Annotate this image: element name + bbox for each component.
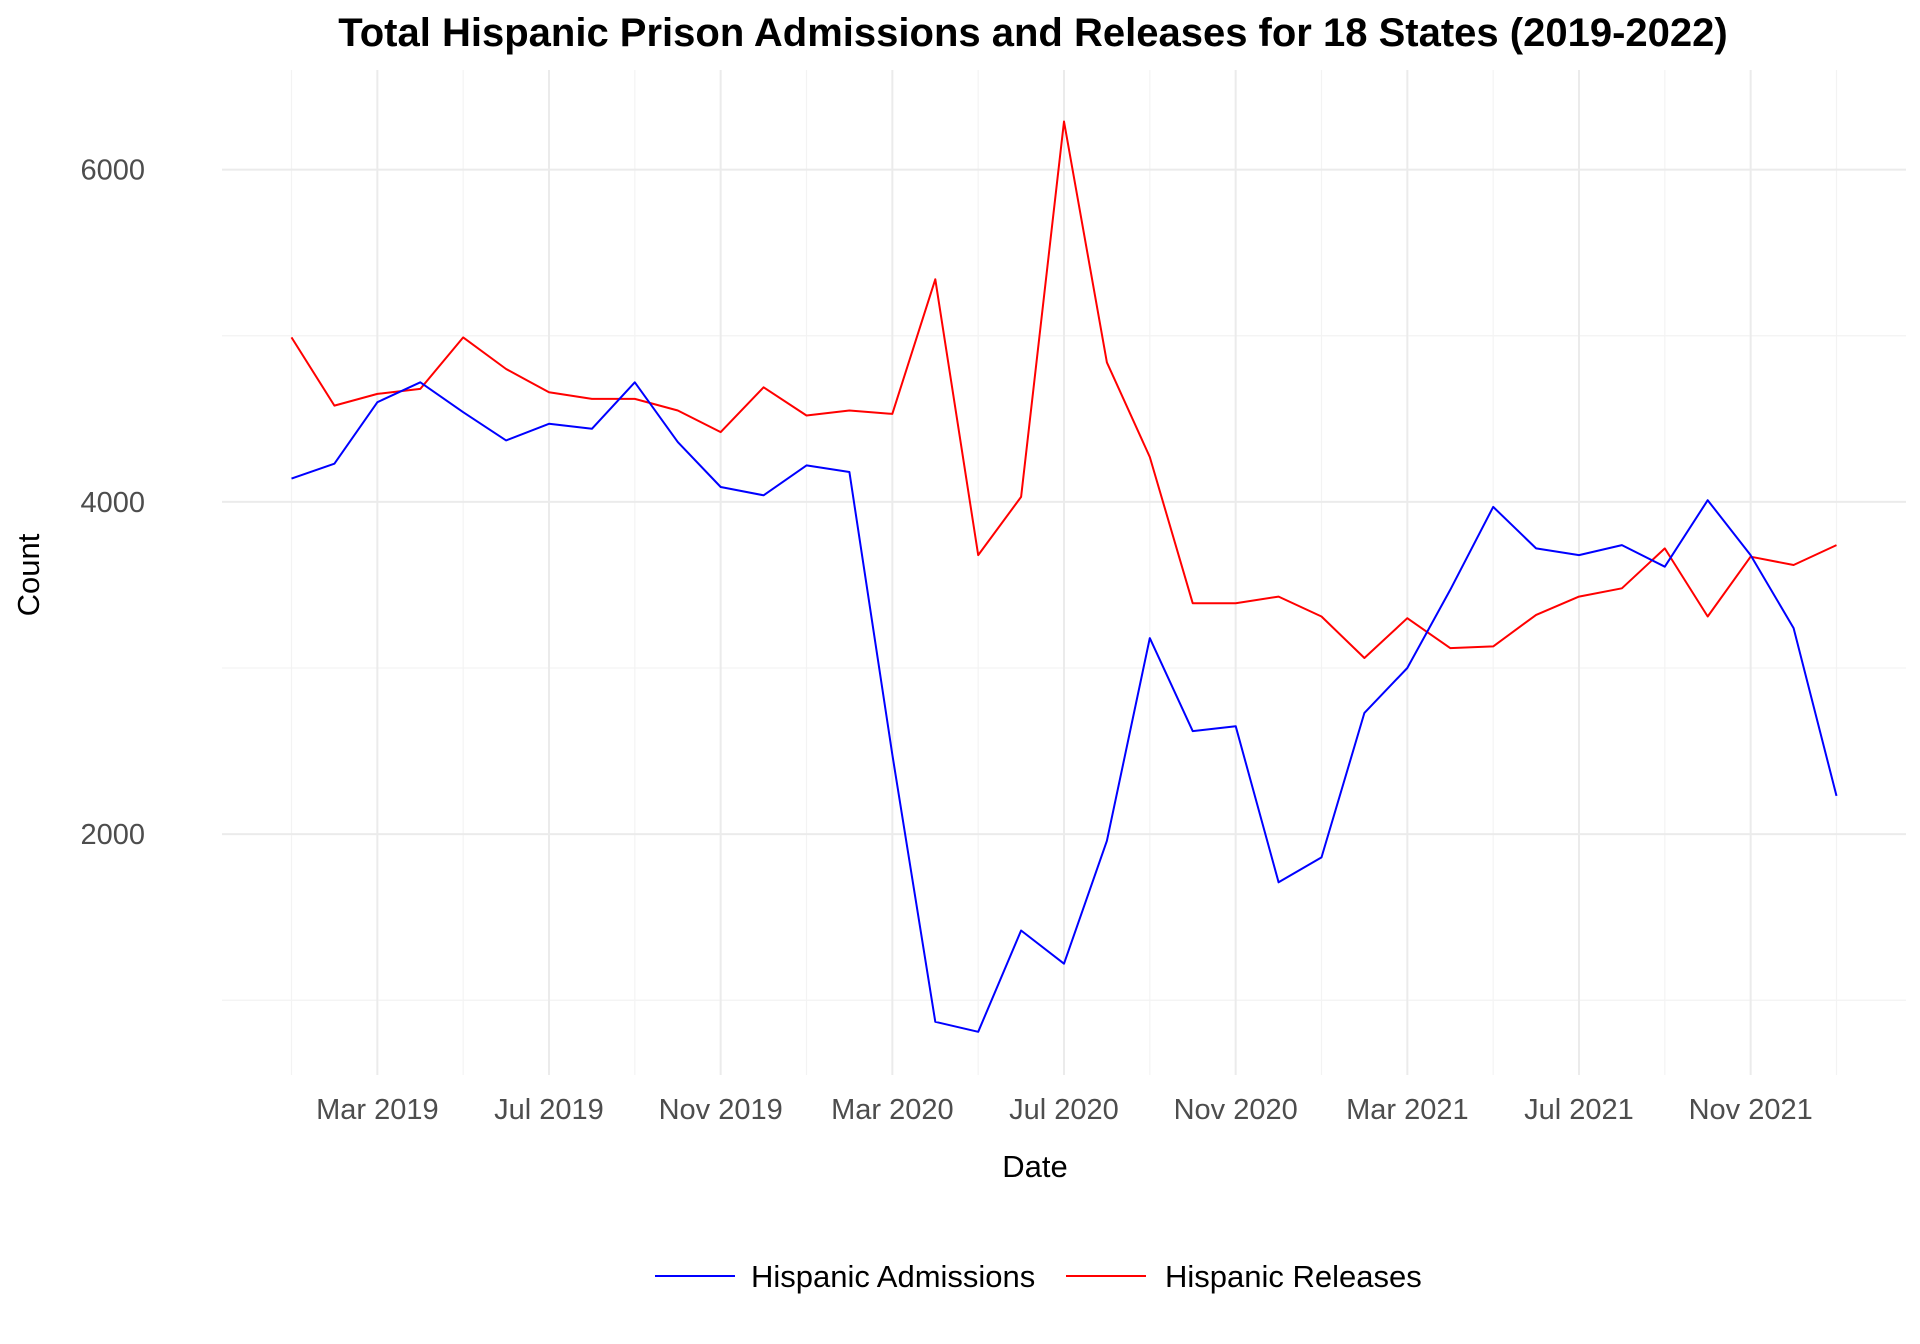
x-tick-label: Nov 2019 — [659, 1094, 783, 1126]
x-tick-label: Nov 2021 — [1689, 1094, 1813, 1126]
grid — [222, 70, 1906, 1075]
x-axis-ticks: Mar 2019 Jul 2019 Nov 2019 Mar 2020 Jul 2020… — [316, 1094, 1813, 1126]
x-tick-label: Jul 2021 — [1524, 1094, 1634, 1126]
legend: Hispanic Admissions Hispanic Releases — [655, 1259, 1422, 1294]
chart-title: Total Hispanic Prison Admissions and Rel… — [338, 11, 1727, 55]
x-tick-label: Mar 2019 — [316, 1094, 439, 1126]
series-lines — [290, 120, 1838, 1033]
x-tick-label: Nov 2020 — [1174, 1094, 1298, 1126]
x-tick-label: Jul 2019 — [494, 1094, 604, 1126]
series-line-hispanic-releases — [290, 120, 1837, 659]
legend-label-releases: Hispanic Releases — [1165, 1259, 1422, 1294]
x-axis-title: Date — [1002, 1149, 1067, 1184]
legend-label-admissions: Hispanic Admissions — [751, 1259, 1035, 1294]
x-tick-label: Jul 2020 — [1009, 1094, 1119, 1126]
y-axis-title: Count — [11, 533, 46, 616]
y-tick-label: 4000 — [80, 487, 145, 519]
x-tick-label: Mar 2021 — [1346, 1094, 1469, 1126]
series-line-hispanic-admissions — [291, 381, 1838, 1033]
y-tick-label: 6000 — [80, 155, 145, 187]
y-tick-label: 2000 — [80, 819, 145, 851]
x-tick-label: Mar 2020 — [831, 1094, 954, 1126]
y-axis-ticks: 2000 4000 6000 — [80, 155, 145, 851]
